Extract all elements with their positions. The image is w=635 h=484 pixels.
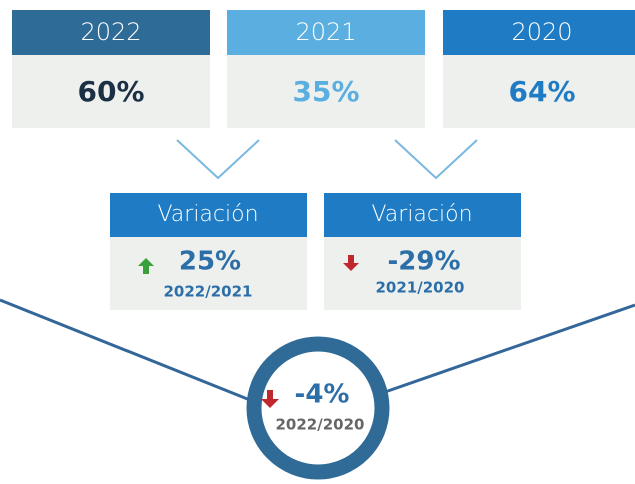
card-body [324,237,521,310]
year-card: 2020 64% [443,10,635,128]
variation-period: 2022/2021 [164,283,253,301]
year-label: 2020 [511,18,572,46]
year-label: 2021 [295,18,356,46]
year-value: 60% [77,75,144,108]
card-header [324,193,521,237]
card-header [110,193,307,237]
variation-card: Variación -29% 2021/2020 [324,193,521,310]
variation-value: 25% [179,247,241,277]
year-card: 2021 35% [227,10,425,128]
variation-period: 2021/2020 [376,279,465,297]
total-value: -4% [295,380,350,410]
card-body [443,55,635,128]
down-arrow [261,390,279,408]
connector [176,139,260,180]
link-line [384,303,635,394]
card-header [443,10,635,55]
connector [394,139,478,180]
card-body [227,55,425,128]
variation-value: -29% [387,247,460,277]
year-value: 35% [292,75,359,108]
year-label: 2022 [80,18,141,46]
summary-circle [246,336,390,480]
variation-card: Variación 25% 2022/2021 [110,193,307,310]
total-period: 2022/2020 [276,416,365,434]
card-body [12,55,210,128]
down-arrow [343,255,359,271]
year-card: 2022 60% [12,10,210,128]
card-header [12,10,210,55]
card-header [227,10,425,55]
year-value: 64% [508,75,575,108]
variation-label: Variación [371,202,472,227]
variation-label: Variación [157,202,258,227]
link-line [0,298,251,402]
card-body [110,237,307,310]
up-arrow [138,258,154,274]
